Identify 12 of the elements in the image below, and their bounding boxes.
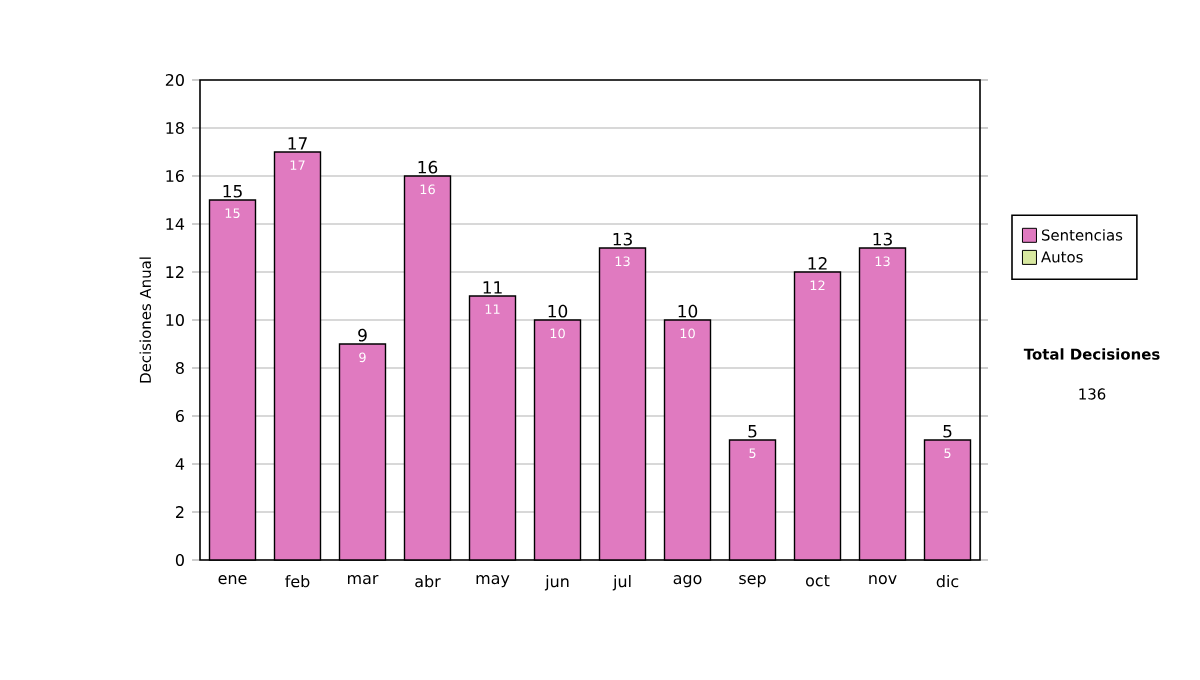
total-label: 17 [288, 137, 307, 150]
total-label: 13 [873, 232, 892, 246]
total-label: 9 [358, 328, 367, 342]
total-label: 15 [223, 185, 242, 198]
total-label: 5 [943, 425, 952, 438]
total-label: 11 [483, 281, 502, 294]
total-label: 10 [548, 304, 568, 318]
total-label: 13 [613, 232, 632, 246]
total-label: 5 [748, 425, 757, 438]
total-label: 10 [678, 304, 698, 318]
total-label: 16 [418, 160, 438, 174]
total-label: 12 [808, 257, 827, 270]
